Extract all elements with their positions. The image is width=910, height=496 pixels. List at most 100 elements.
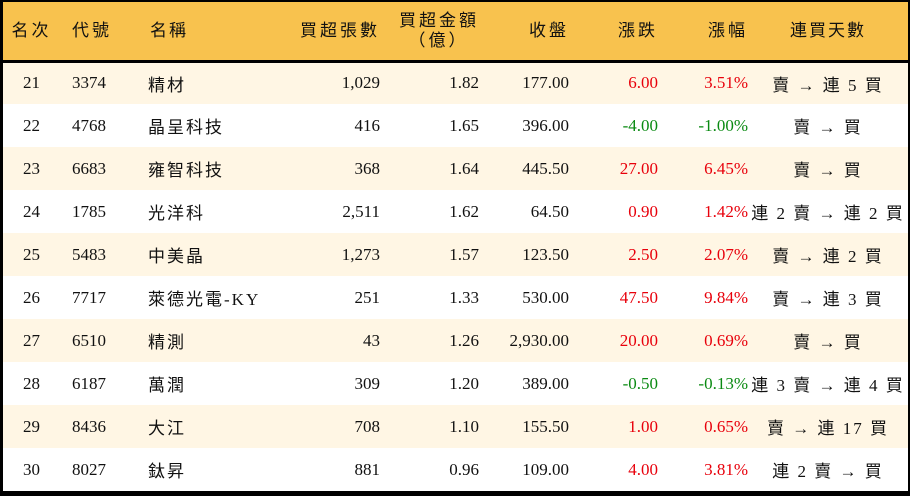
cell-close: 177.00: [522, 73, 569, 93]
cell-code: 4768: [72, 115, 106, 135]
cell-change: 4.00: [628, 459, 658, 479]
cell-code: 6510: [72, 330, 106, 350]
cell-change-pct: -1.00%: [698, 115, 748, 135]
cell-change-pct: 0.69%: [704, 330, 748, 350]
cell-name: 鈦昇: [148, 462, 186, 481]
cell-code: 5483: [72, 244, 106, 264]
cell-rank: 25: [23, 244, 40, 264]
header-streak: 連買天數: [790, 20, 866, 40]
cell-amount: 1.26: [449, 330, 479, 350]
table-row: 22 4768 晶呈科技 416 1.65 396.00 -4.00 -1.00…: [3, 104, 908, 147]
cell-change-pct: -0.13%: [698, 373, 748, 393]
net-buy-ranking-table: 名次 代號 名稱 買超張數 買超金額 （億） 收盤 漲跌 漲幅 連買天數 21 …: [3, 2, 908, 491]
cell-rank: 22: [23, 115, 40, 135]
cell-name: 中美晶: [148, 247, 205, 266]
cell-code: 6187: [72, 373, 106, 393]
cell-rank: 21: [23, 73, 40, 93]
header-net-buy-amount-unit: （億）: [408, 30, 469, 50]
cell-name: 萊德光電-KY: [148, 290, 261, 309]
cell-rank: 23: [23, 158, 40, 178]
cell-close: 123.50: [522, 244, 569, 264]
cell-code: 6683: [72, 158, 106, 178]
cell-streak: 連 3 賣 → 連 4 買: [751, 376, 905, 395]
header-change: 漲跌: [618, 20, 658, 40]
cell-rank: 26: [23, 287, 40, 307]
cell-rank: 28: [23, 373, 40, 393]
cell-rank: 27: [23, 330, 40, 350]
cell-close: 2,930.00: [509, 330, 570, 350]
cell-rank: 29: [23, 416, 40, 436]
cell-code: 3374: [72, 73, 106, 93]
cell-close: 389.00: [522, 373, 569, 393]
cell-streak: 賣 → 連 5 買: [772, 75, 884, 95]
cell-streak: 連 2 賣 → 買: [772, 462, 884, 481]
cell-streak: 賣 → 連 2 買: [772, 247, 884, 266]
table-header-row: 名次 代號 名稱 買超張數 買超金額 （億） 收盤 漲跌 漲幅 連買天數: [3, 2, 908, 61]
cell-amount: 1.57: [449, 244, 479, 264]
cell-lots: 43: [363, 330, 380, 350]
cell-amount: 1.62: [449, 201, 479, 221]
cell-change: -4.00: [622, 115, 658, 135]
cell-lots: 2,511: [342, 201, 380, 221]
cell-lots: 1,029: [341, 73, 380, 93]
cell-change: 47.50: [619, 287, 658, 307]
cell-change: 20.00: [619, 330, 658, 350]
table-row: 24 1785 光洋科 2,511 1.62 64.50 0.90 1.42% …: [3, 190, 908, 233]
table-row: 23 6683 雍智科技 368 1.64 445.50 27.00 6.45%…: [3, 147, 908, 190]
cell-streak: 連 2 賣 → 連 2 買: [751, 204, 905, 223]
cell-change: 1.00: [628, 416, 658, 436]
cell-change-pct: 6.45%: [704, 158, 748, 178]
header-net-buy-amount: 買超金額 （億）: [380, 2, 479, 61]
cell-change-pct: 0.65%: [704, 416, 748, 436]
cell-close: 530.00: [522, 287, 569, 307]
cell-close: 64.50: [530, 201, 569, 221]
cell-name: 大江: [148, 419, 186, 438]
cell-name: 光洋科: [148, 204, 205, 223]
cell-name: 精材: [148, 75, 186, 95]
cell-lots: 368: [354, 158, 381, 178]
cell-code: 8027: [72, 459, 106, 479]
table-row: 28 6187 萬潤 309 1.20 389.00 -0.50 -0.13% …: [3, 362, 908, 405]
cell-change-pct: 3.81%: [704, 459, 748, 479]
cell-lots: 881: [354, 459, 381, 479]
cell-change: 2.50: [628, 244, 658, 264]
cell-amount: 1.33: [449, 287, 479, 307]
header-net-buy-amount-line1: 買超金額: [399, 10, 479, 30]
cell-streak: 賣 → 連 17 買: [767, 419, 889, 438]
cell-close: 155.50: [522, 416, 569, 436]
cell-change-pct: 9.84%: [704, 287, 748, 307]
cell-amount: 1.82: [449, 73, 479, 93]
cell-amount: 1.64: [449, 158, 479, 178]
cell-change: -0.50: [622, 373, 658, 393]
cell-amount: 0.96: [449, 459, 479, 479]
cell-close: 445.50: [522, 158, 569, 178]
cell-rank: 24: [23, 201, 40, 221]
cell-change: 0.90: [628, 201, 658, 221]
cell-lots: 1,273: [341, 244, 380, 264]
cell-code: 1785: [72, 201, 106, 221]
cell-change-pct: 3.51%: [704, 73, 748, 93]
cell-lots: 708: [354, 416, 381, 436]
cell-amount: 1.20: [449, 373, 479, 393]
table-row: 27 6510 精測 43 1.26 2,930.00 20.00 0.69% …: [3, 319, 908, 362]
cell-change-pct: 2.07%: [704, 244, 748, 264]
cell-lots: 416: [354, 115, 381, 135]
table-row: 29 8436 大江 708 1.10 155.50 1.00 0.65% 賣 …: [3, 405, 908, 448]
cell-amount: 1.65: [449, 115, 479, 135]
cell-name: 萬潤: [148, 376, 186, 395]
cell-streak: 賣 → 連 3 買: [772, 290, 884, 309]
cell-rank: 30: [23, 459, 40, 479]
cell-amount: 1.10: [449, 416, 479, 436]
header-change-pct: 漲幅: [708, 20, 748, 40]
cell-streak: 賣 → 買: [793, 333, 863, 352]
cell-name: 晶呈科技: [148, 118, 224, 137]
cell-change: 27.00: [619, 158, 658, 178]
cell-close: 396.00: [522, 115, 569, 135]
header-net-buy-lots: 買超張數: [300, 20, 380, 40]
cell-streak: 賣 → 買: [793, 161, 863, 180]
cell-lots: 251: [354, 287, 381, 307]
cell-code: 7717: [72, 287, 106, 307]
cell-name: 雍智科技: [148, 161, 224, 180]
cell-change: 6.00: [628, 73, 658, 93]
